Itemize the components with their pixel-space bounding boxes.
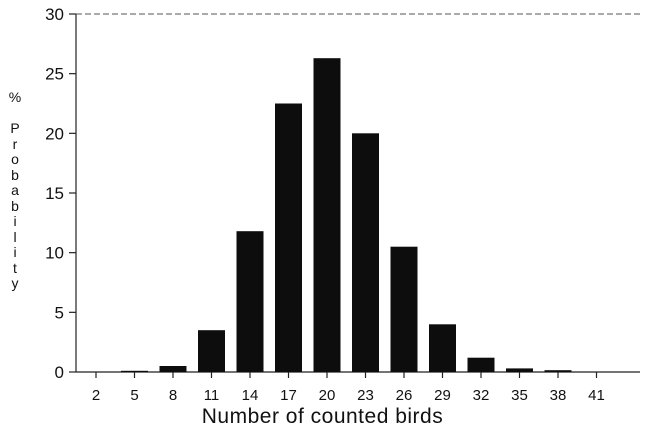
y-axis-label-gap bbox=[6, 106, 24, 122]
bar-29 bbox=[429, 324, 456, 372]
bar-8 bbox=[159, 366, 187, 372]
y-axis-label-char: y bbox=[11, 275, 19, 291]
x-tick-label: 26 bbox=[396, 387, 413, 404]
x-tick-label: 5 bbox=[130, 387, 138, 404]
bar-11 bbox=[198, 330, 225, 372]
x-ticks-group: 2 5 8 11 14 17 20 23 26 29 32 35 38 41 bbox=[92, 372, 605, 404]
x-tick-label: 41 bbox=[588, 387, 605, 404]
y-tick-label: 20 bbox=[45, 124, 64, 143]
x-tick-label: 38 bbox=[550, 387, 567, 404]
y-axis-label-char: o bbox=[11, 151, 19, 167]
x-tick-label: 20 bbox=[319, 387, 336, 404]
bar-23 bbox=[352, 133, 379, 372]
y-tick-label: 10 bbox=[45, 244, 64, 263]
bar-32 bbox=[467, 357, 495, 372]
y-axis-label-char: r bbox=[12, 135, 18, 152]
x-tick-label: 23 bbox=[357, 387, 374, 404]
x-tick-label: 14 bbox=[242, 387, 259, 404]
bar-5 bbox=[121, 370, 148, 372]
x-tick-label: 32 bbox=[473, 387, 490, 404]
x-tick-label: 11 bbox=[204, 387, 220, 404]
bar-17 bbox=[275, 103, 302, 372]
y-axis-label-char: i bbox=[13, 213, 17, 229]
bar-20 bbox=[313, 58, 341, 372]
x-tick-label: 35 bbox=[511, 387, 528, 404]
x-axis-label: Number of counted birds bbox=[201, 405, 444, 428]
y-axis-label-char: t bbox=[13, 259, 17, 276]
y-axis-label-char: l bbox=[13, 228, 17, 245]
x-tick-label: 2 bbox=[92, 387, 100, 404]
y-axis-label-char: i bbox=[13, 244, 17, 260]
bar-26 bbox=[390, 246, 418, 372]
y-axis-label-char: b bbox=[11, 197, 19, 214]
y-ticks-group: 0 5 10 15 20 25 30 bbox=[45, 5, 76, 382]
y-tick-label: 15 bbox=[45, 184, 64, 203]
x-tick-label: 17 bbox=[280, 387, 297, 404]
y-tick-label: 5 bbox=[55, 303, 64, 322]
y-axis-label-char: b bbox=[11, 166, 19, 183]
y-tick-label: 30 bbox=[45, 5, 64, 24]
bars-group bbox=[121, 58, 572, 372]
bar-35 bbox=[506, 368, 533, 372]
y-tick-label: 0 bbox=[55, 363, 64, 382]
x-tick-label: 29 bbox=[434, 387, 451, 404]
y-axis-label-char: % bbox=[8, 89, 22, 105]
bar-38 bbox=[544, 370, 572, 372]
x-tick-label: 8 bbox=[169, 387, 177, 404]
y-tick-label: 25 bbox=[45, 65, 64, 84]
bar-14 bbox=[236, 231, 264, 372]
y-axis-label-char: P bbox=[10, 120, 20, 136]
y-axis-label-char: a bbox=[11, 182, 19, 198]
